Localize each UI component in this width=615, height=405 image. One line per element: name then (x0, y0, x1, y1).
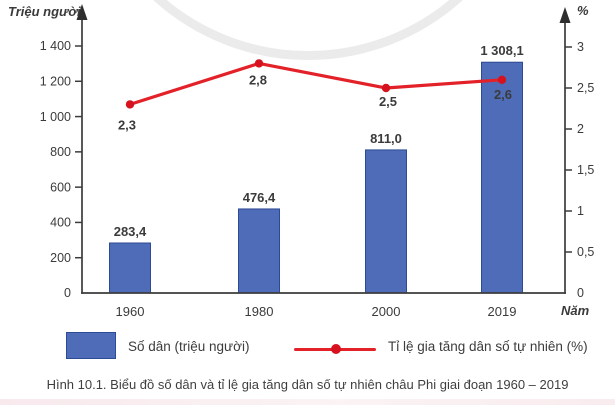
figure-caption: Hình 10.1. Biểu đồ số dân và tỉ lệ gia t… (46, 377, 569, 392)
svg-text:2019: 2019 (488, 304, 517, 319)
legend-line-sample (294, 344, 376, 354)
bar-1960 (109, 242, 151, 294)
svg-text:2: 2 (577, 122, 584, 136)
svg-text:400: 400 (50, 216, 71, 230)
svg-text:2000: 2000 (372, 304, 401, 319)
svg-text:2,5: 2,5 (577, 81, 594, 95)
svg-text:0: 0 (64, 286, 71, 300)
page-edge-strip (0, 399, 615, 405)
x-axis-title: Năm (561, 303, 590, 318)
line-point-1980 (254, 59, 264, 68)
svg-text:600: 600 (50, 180, 71, 194)
left-axis-ticks: 200 400 600 800 1 000 1 200 1 400 0 (40, 39, 82, 300)
line-point-2000 (381, 83, 391, 93)
line-point-1960 (125, 100, 135, 109)
svg-text:0: 0 (577, 286, 584, 300)
left-axis-arrow (76, 4, 88, 20)
svg-text:1,5: 1,5 (577, 163, 594, 177)
bar-value-label: 476,4 (243, 190, 276, 205)
svg-text:800: 800 (50, 145, 71, 159)
x-axis-labels: 1960 1980 2000 2019 (116, 304, 517, 319)
right-axis-ticks: 0,5 1 1,5 2 2,5 3 0 (565, 40, 594, 300)
svg-text:1980: 1980 (245, 304, 274, 319)
svg-text:0,5: 0,5 (577, 245, 594, 259)
axes (81, 18, 566, 294)
left-axis-title: Triệu người (8, 4, 81, 19)
svg-text:1 400: 1 400 (40, 39, 71, 53)
line-value-label: 2,5 (379, 94, 397, 109)
bar-2019 (481, 61, 523, 294)
bar-value-label: 811,0 (370, 131, 402, 146)
svg-text:200: 200 (50, 251, 71, 265)
line-value-label: 2,8 (249, 72, 267, 87)
svg-text:1: 1 (577, 204, 584, 218)
bar-value-label: 283,4 (114, 224, 147, 239)
right-axis-title: % (577, 3, 589, 18)
line-value-label: 2,3 (118, 117, 136, 132)
bar-1980 (238, 208, 280, 294)
bar-2000 (365, 149, 407, 294)
right-axis-arrow (559, 7, 571, 23)
legend-bar-swatch (66, 332, 116, 359)
bars: 283,4 476,4 811,0 1 308,1 (109, 43, 524, 294)
bar-value-label: 1 308,1 (480, 43, 523, 58)
growth-rate-line (128, 61, 504, 107)
svg-text:1 000: 1 000 (40, 110, 71, 124)
line-points: 2,3 2,8 2,5 2,6 (118, 59, 512, 132)
line-value-label: 2,6 (494, 87, 512, 102)
svg-text:1960: 1960 (116, 304, 145, 319)
legend-line-dot (331, 344, 341, 354)
line-point-2019 (497, 75, 507, 85)
svg-text:1 200: 1 200 (40, 74, 71, 88)
svg-text:3: 3 (577, 40, 584, 54)
legend-bar-label: Số dân (triệu người) (128, 339, 250, 354)
legend-line-label: Tỉ lệ gia tăng dân số tự nhiên (%) (388, 339, 588, 354)
